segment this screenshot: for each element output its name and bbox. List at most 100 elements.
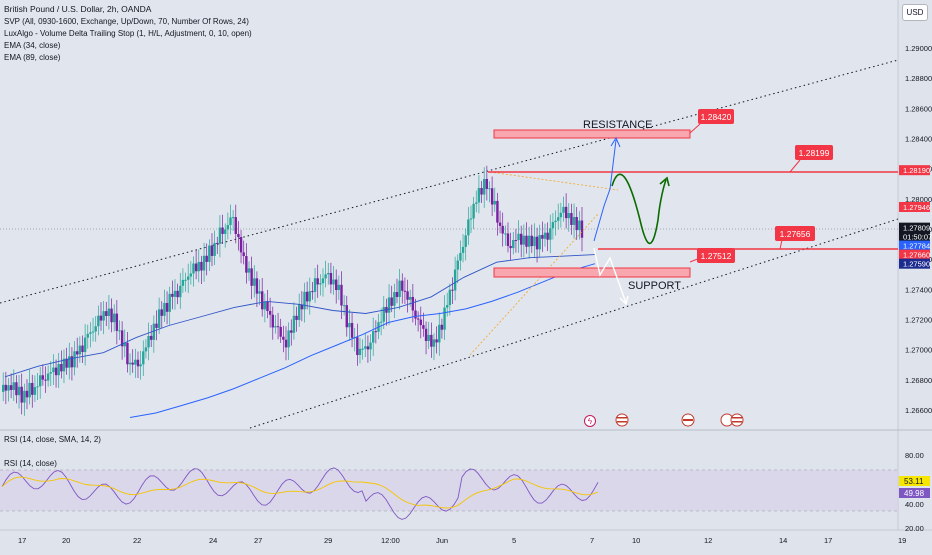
candle-body — [165, 302, 169, 312]
candle-body — [506, 233, 510, 246]
resistance-zone[interactable] — [493, 129, 691, 139]
candle-body — [572, 217, 576, 225]
candle-body — [128, 362, 132, 365]
candle-body — [250, 268, 253, 286]
candle-body — [54, 367, 58, 376]
upper-channel-line[interactable] — [0, 59, 899, 304]
lightning-event-icon[interactable] — [584, 415, 596, 427]
candle-body — [535, 236, 539, 250]
indicator-ema-89[interactable]: EMA (89, close) — [4, 53, 61, 62]
symbol-title[interactable]: British Pound / U.S. Dollar, 2h, OANDA — [4, 4, 152, 14]
candle-body — [94, 326, 97, 332]
candle-body — [57, 364, 60, 376]
price-tick-label: 1.28600 — [905, 104, 932, 113]
time-tick-label: 17 — [18, 536, 26, 545]
callout-128199[interactable]: 1.28199 — [789, 145, 833, 173]
support-zone[interactable] — [493, 267, 691, 278]
candle-body — [422, 325, 425, 329]
candle-body — [99, 315, 103, 321]
candle-body — [390, 297, 393, 306]
candle-body — [453, 269, 457, 291]
callout-128420[interactable]: 1.28420 — [689, 109, 734, 134]
price-tick-label: 1.27000 — [905, 346, 932, 355]
time-tick-label: 19 — [898, 536, 906, 545]
candle-body — [20, 386, 23, 403]
candle-body — [242, 252, 245, 257]
candle-body — [490, 188, 494, 205]
candle-body — [488, 188, 491, 190]
candle-body — [284, 339, 288, 348]
candle-body — [424, 328, 428, 342]
us-flag-event-icon[interactable] — [730, 413, 744, 427]
indicator-luxalgo[interactable]: LuxAlgo - Volume Delta Trailing Stop (1,… — [4, 29, 252, 38]
price-badge-text: 1.27809 — [903, 224, 930, 233]
candle-body — [187, 276, 190, 280]
candle-body — [543, 232, 547, 239]
candle-body — [443, 307, 446, 330]
candle-body — [440, 324, 444, 330]
price-badge-text: 1.27590 — [903, 260, 930, 269]
candle-body — [70, 356, 74, 368]
time-tick-label: 10 — [632, 536, 640, 545]
candle-body — [498, 222, 502, 226]
candle-body — [419, 319, 422, 326]
candle-body — [23, 390, 26, 403]
callout-127656-text: 1.27656 — [780, 229, 811, 239]
event-icons: ϟ — [584, 413, 744, 427]
candle-body — [247, 268, 251, 273]
indicator-svp[interactable]: SVP (All, 0930-1600, Exchange, Up/Down, … — [4, 17, 249, 26]
candle-body — [120, 330, 124, 347]
candle-body — [113, 313, 116, 323]
price-tick-label: 1.26600 — [905, 406, 932, 415]
price-tick-label: 1.26800 — [905, 376, 932, 385]
candle-body — [406, 291, 409, 300]
candle-body — [409, 296, 412, 300]
candle-body — [123, 342, 126, 347]
price-pane[interactable] — [0, 0, 898, 430]
us-flag-event-icon[interactable] — [615, 413, 629, 427]
candle-body — [295, 315, 298, 320]
lower-channel-line[interactable] — [249, 218, 899, 429]
indicator-ema-34[interactable]: EMA (34, close) — [4, 41, 61, 50]
candle-body — [155, 323, 158, 328]
candle-body — [173, 290, 177, 297]
currency-button[interactable]: USD — [902, 4, 928, 21]
rsi-indicator-title[interactable]: RSI (14, close, SMA, 14, 2) — [4, 435, 101, 444]
candle-body — [176, 290, 179, 298]
candle-body — [189, 273, 193, 277]
callout-127512[interactable]: 1.27512 — [689, 248, 735, 263]
price-badge — [899, 231, 930, 242]
candle-body — [321, 278, 325, 284]
price-tick-label: 1.28000 — [905, 195, 932, 204]
time-tick-label: 17 — [824, 536, 832, 545]
time-tick-label: 12:00 — [381, 536, 400, 545]
rsi-indicator-subtitle[interactable]: RSI (14, close) — [4, 459, 57, 468]
candle-body — [39, 375, 42, 387]
candle-body — [73, 351, 76, 368]
candle-body — [485, 178, 489, 189]
candle-body — [160, 309, 163, 316]
support-label[interactable]: SUPPORT — [628, 280, 681, 292]
price-tick-label: 1.27200 — [905, 316, 932, 325]
candle-body — [316, 278, 319, 285]
candle-body — [12, 382, 15, 390]
candle-body — [168, 293, 171, 312]
candle-body — [292, 315, 296, 333]
candle-body — [147, 335, 150, 348]
ema-lines — [4, 254, 596, 418]
candle-body — [253, 278, 256, 286]
candle-body — [337, 284, 341, 291]
candle-body — [68, 356, 71, 368]
candle-body — [379, 321, 383, 323]
candle-body — [366, 346, 370, 350]
candle-body — [276, 326, 280, 328]
candle-body — [2, 384, 5, 392]
callout-127656[interactable]: 1.27656 — [775, 226, 815, 250]
candle-body — [150, 335, 153, 340]
time-axis[interactable]: 17 20 22 24 27 29 12:00 Jun 5 7 10 12 14 17 19 — [18, 536, 906, 545]
price-tick-label: 1.27400 — [905, 285, 932, 294]
resistance-label[interactable]: RESISTANCE — [583, 119, 652, 131]
candle-body — [313, 278, 317, 292]
